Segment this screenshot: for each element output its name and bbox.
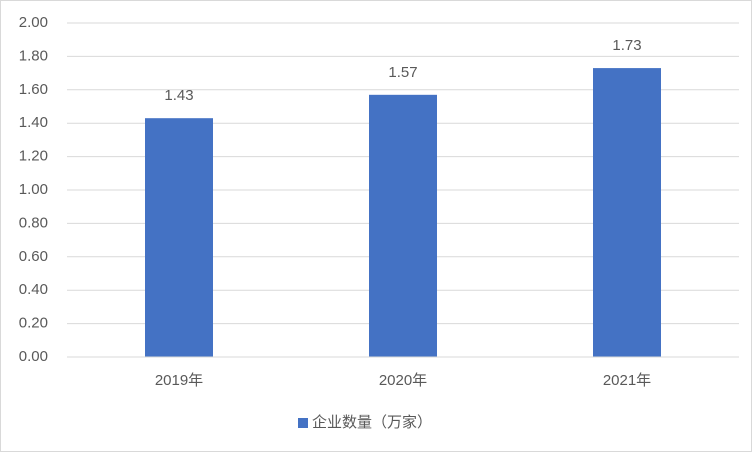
- y-tick-label: 0.80: [19, 214, 48, 231]
- bar: [369, 94, 437, 357]
- data-label: 1.73: [612, 37, 641, 54]
- legend-label: 企业数量（万家）: [312, 413, 432, 431]
- y-tick-label: 0.60: [19, 248, 48, 265]
- x-tick-label: 2019年: [155, 372, 203, 389]
- data-label: 1.43: [164, 87, 193, 104]
- y-tick-label: 0.40: [19, 281, 48, 298]
- y-tick-label: 0.20: [19, 315, 48, 332]
- y-tick-label: 1.80: [19, 47, 48, 64]
- data-label: 1.57: [388, 64, 417, 81]
- y-tick-label: 2.00: [19, 14, 48, 31]
- x-tick-label: 2020年: [379, 372, 427, 389]
- y-tick-label: 0.00: [19, 348, 48, 365]
- x-tick-label: 2021年: [603, 372, 651, 389]
- bar: [145, 118, 213, 357]
- legend-swatch: [298, 418, 308, 428]
- y-tick-label: 1.00: [19, 181, 48, 198]
- bar: [593, 68, 661, 357]
- y-tick-label: 1.60: [19, 81, 48, 98]
- y-tick-label: 1.20: [19, 148, 48, 165]
- y-tick-label: 1.40: [19, 114, 48, 131]
